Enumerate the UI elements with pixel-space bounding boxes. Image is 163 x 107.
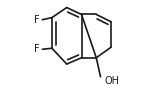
Text: F: F xyxy=(34,44,40,54)
Text: OH: OH xyxy=(105,76,120,86)
Text: F: F xyxy=(34,15,40,25)
